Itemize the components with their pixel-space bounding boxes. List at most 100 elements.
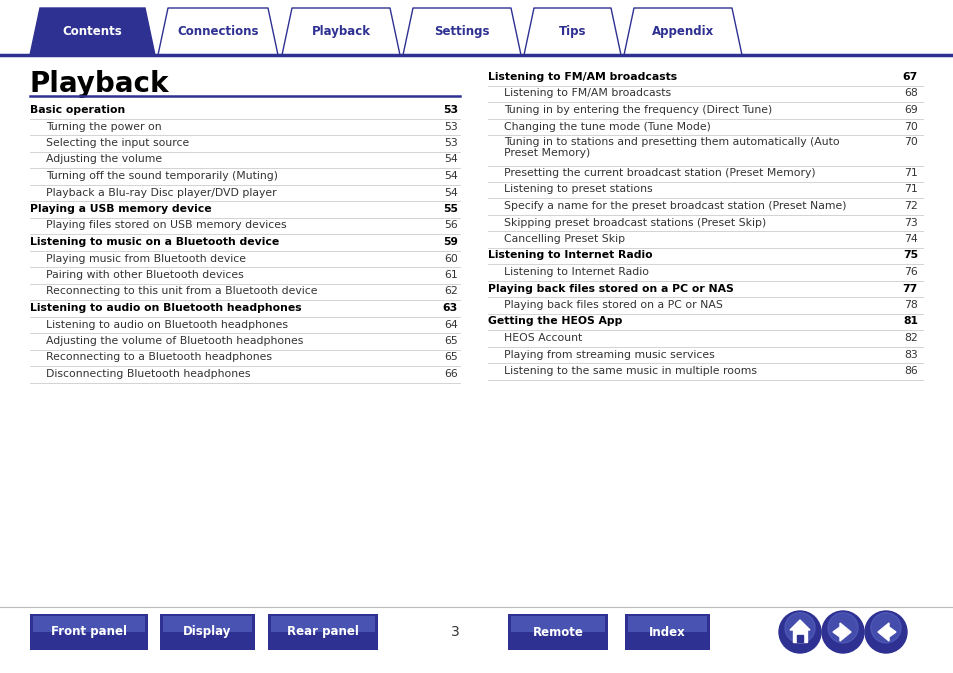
Text: 68: 68 <box>903 89 917 98</box>
Text: 83: 83 <box>903 349 917 359</box>
Text: 77: 77 <box>902 283 917 293</box>
Text: Listening to FM/AM broadcasts: Listening to FM/AM broadcasts <box>488 72 677 82</box>
Text: Index: Index <box>648 625 685 639</box>
Polygon shape <box>792 630 806 642</box>
Text: 70: 70 <box>903 122 917 131</box>
Text: 65: 65 <box>444 336 457 346</box>
Text: 54: 54 <box>444 171 457 181</box>
Text: 66: 66 <box>444 369 457 379</box>
Text: Basic operation: Basic operation <box>30 105 125 115</box>
Text: Skipping preset broadcast stations (Preset Skip): Skipping preset broadcast stations (Pres… <box>503 217 765 227</box>
Text: 63: 63 <box>442 303 457 313</box>
Text: Adjusting the volume: Adjusting the volume <box>46 155 162 164</box>
Text: 60: 60 <box>444 254 457 264</box>
Text: 64: 64 <box>444 320 457 330</box>
Text: Playback: Playback <box>312 25 370 38</box>
Text: Listening to audio on Bluetooth headphones: Listening to audio on Bluetooth headphon… <box>46 320 288 330</box>
Text: Rear panel: Rear panel <box>287 625 358 639</box>
Text: Listening to Internet Radio: Listening to Internet Radio <box>488 250 652 260</box>
Text: 53: 53 <box>444 122 457 131</box>
Text: 74: 74 <box>903 234 917 244</box>
Polygon shape <box>30 8 154 55</box>
Text: 55: 55 <box>442 204 457 214</box>
Circle shape <box>779 611 821 653</box>
Text: Turning the power on: Turning the power on <box>46 122 161 131</box>
Text: Turning off the sound temporarily (Muting): Turning off the sound temporarily (Mutin… <box>46 171 277 181</box>
Text: Selecting the input source: Selecting the input source <box>46 138 189 148</box>
Text: Listening to FM/AM broadcasts: Listening to FM/AM broadcasts <box>503 89 670 98</box>
Text: 62: 62 <box>444 287 457 297</box>
Text: 72: 72 <box>903 201 917 211</box>
FancyBboxPatch shape <box>268 614 377 650</box>
Text: Front panel: Front panel <box>51 625 127 639</box>
FancyBboxPatch shape <box>271 616 375 632</box>
Text: Getting the HEOS App: Getting the HEOS App <box>488 316 621 326</box>
Text: Remote: Remote <box>532 625 583 639</box>
Text: Specify a name for the preset broadcast station (Preset Name): Specify a name for the preset broadcast … <box>503 201 845 211</box>
Text: 81: 81 <box>902 316 917 326</box>
Text: Playing music from Bluetooth device: Playing music from Bluetooth device <box>46 254 246 264</box>
Text: Connections: Connections <box>177 25 258 38</box>
Text: Changing the tune mode (Tune Mode): Changing the tune mode (Tune Mode) <box>503 122 710 131</box>
Text: Listening to music on a Bluetooth device: Listening to music on a Bluetooth device <box>30 237 279 247</box>
Text: Listening to audio on Bluetooth headphones: Listening to audio on Bluetooth headphon… <box>30 303 301 313</box>
FancyBboxPatch shape <box>627 616 706 632</box>
Text: Appendix: Appendix <box>651 25 714 38</box>
FancyBboxPatch shape <box>507 614 607 650</box>
Text: Playing back files stored on a PC or NAS: Playing back files stored on a PC or NAS <box>503 300 722 310</box>
Text: Reconnecting to this unit from a Bluetooth device: Reconnecting to this unit from a Bluetoo… <box>46 287 317 297</box>
Text: Playing from streaming music services: Playing from streaming music services <box>503 349 714 359</box>
Text: Disconnecting Bluetooth headphones: Disconnecting Bluetooth headphones <box>46 369 251 379</box>
Text: 73: 73 <box>903 217 917 227</box>
Text: Display: Display <box>183 625 232 639</box>
Circle shape <box>870 612 901 643</box>
Polygon shape <box>158 8 277 55</box>
Text: 69: 69 <box>903 105 917 115</box>
Text: 71: 71 <box>903 184 917 194</box>
Text: Contents: Contents <box>63 25 122 38</box>
Text: 54: 54 <box>444 155 457 164</box>
Polygon shape <box>832 623 850 641</box>
Text: 82: 82 <box>903 333 917 343</box>
Text: Listening to Internet Radio: Listening to Internet Radio <box>503 267 648 277</box>
Polygon shape <box>402 8 520 55</box>
Text: 53: 53 <box>442 105 457 115</box>
FancyBboxPatch shape <box>163 616 252 632</box>
Text: 67: 67 <box>902 72 917 82</box>
Text: 65: 65 <box>444 353 457 363</box>
Text: 53: 53 <box>444 138 457 148</box>
Text: Playback a Blu-ray Disc player/DVD player: Playback a Blu-ray Disc player/DVD playe… <box>46 188 276 197</box>
Polygon shape <box>789 620 809 630</box>
Text: 86: 86 <box>903 366 917 376</box>
Text: Tuning in by entering the frequency (Direct Tune): Tuning in by entering the frequency (Dir… <box>503 105 771 115</box>
Text: Tuning in to stations and presetting them automatically (Auto: Tuning in to stations and presetting the… <box>503 137 839 147</box>
Text: Tips: Tips <box>558 25 586 38</box>
Polygon shape <box>623 8 741 55</box>
Text: Playback: Playback <box>30 70 170 98</box>
Text: 56: 56 <box>444 221 457 230</box>
Text: Playing a USB memory device: Playing a USB memory device <box>30 204 212 214</box>
Text: Playing back files stored on a PC or NAS: Playing back files stored on a PC or NAS <box>488 283 733 293</box>
Circle shape <box>784 612 814 643</box>
Text: Cancelling Preset Skip: Cancelling Preset Skip <box>503 234 624 244</box>
Polygon shape <box>282 8 399 55</box>
Text: Listening to preset stations: Listening to preset stations <box>503 184 652 194</box>
Text: Settings: Settings <box>434 25 489 38</box>
FancyBboxPatch shape <box>624 614 709 650</box>
Circle shape <box>821 611 863 653</box>
Text: Preset Memory): Preset Memory) <box>503 148 590 158</box>
Text: Pairing with other Bluetooth devices: Pairing with other Bluetooth devices <box>46 270 244 280</box>
Text: Adjusting the volume of Bluetooth headphones: Adjusting the volume of Bluetooth headph… <box>46 336 303 346</box>
Text: 78: 78 <box>903 300 917 310</box>
Text: Playing files stored on USB memory devices: Playing files stored on USB memory devic… <box>46 221 286 230</box>
FancyBboxPatch shape <box>30 614 148 650</box>
FancyBboxPatch shape <box>160 614 254 650</box>
FancyBboxPatch shape <box>33 616 145 632</box>
Text: Presetting the current broadcast station (Preset Memory): Presetting the current broadcast station… <box>503 168 815 178</box>
Text: Listening to the same music in multiple rooms: Listening to the same music in multiple … <box>503 366 757 376</box>
Polygon shape <box>796 635 802 642</box>
FancyBboxPatch shape <box>511 616 604 632</box>
Text: 54: 54 <box>444 188 457 197</box>
Text: 61: 61 <box>444 270 457 280</box>
Text: 75: 75 <box>902 250 917 260</box>
